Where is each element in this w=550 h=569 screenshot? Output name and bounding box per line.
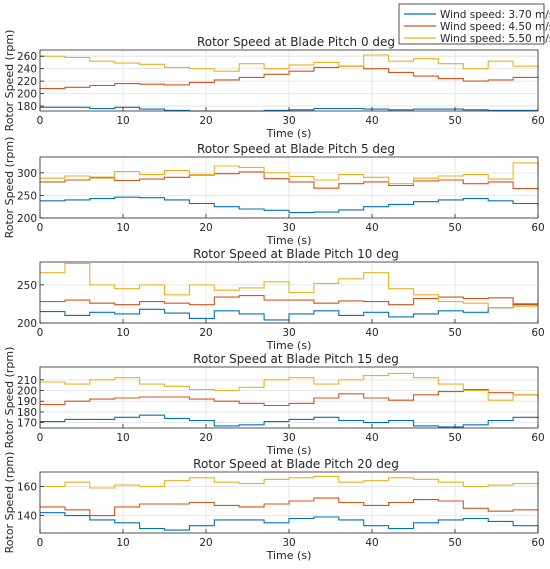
y-tick-label: 170: [17, 418, 37, 430]
subplot-5: 0 10 20 30 40 50 60 140 160 Rotor Speed at Blade …: [3, 452, 545, 562]
x-tick-label: 50: [448, 432, 461, 444]
chart-title: Rotor Speed at Blade Pitch 15 deg: [193, 352, 399, 366]
y-tick-label: 220: [17, 76, 37, 88]
y-tick-label: 180: [17, 407, 37, 419]
series-line-1: [40, 414, 539, 428]
x-tick-label: 40: [365, 432, 378, 444]
chart-title: Rotor Speed at Blade Pitch 10 deg: [193, 247, 399, 261]
y-tick-label: 200: [17, 213, 37, 225]
legend-entry-2: Wind speed: 4.50 m/s: [440, 21, 550, 33]
x-tick-label: 20: [199, 537, 212, 549]
x-axis-label: Time (s): [266, 549, 312, 562]
x-tick-label: 10: [116, 222, 129, 234]
legend-entry-1: Wind speed: 3.70 m/s: [440, 9, 550, 21]
y-tick-label: 210: [17, 375, 37, 387]
x-tick-label: 10: [116, 537, 129, 549]
chart-title: Rotor Speed at Blade Pitch 5 deg: [197, 142, 395, 156]
x-tick-label: 50: [448, 222, 461, 234]
x-tick-label: 30: [282, 222, 295, 234]
x-axis-label: Time (s): [266, 234, 312, 247]
series-line-2: [40, 295, 538, 306]
x-tick-label: 10: [116, 327, 129, 339]
subplot-2: 0 10 20 30 40 50 60 200 250 300 Rotor Speed at Bla…: [3, 137, 545, 247]
x-tick-label: 10: [116, 432, 129, 444]
x-axis-label: Time (s): [266, 444, 312, 457]
x-tick-label: 40: [365, 115, 378, 127]
x-tick-label: 60: [531, 327, 544, 339]
series-line-3: [40, 54, 539, 72]
chart-title: Rotor Speed at Blade Pitch 20 deg: [193, 457, 399, 471]
series-line-2: [40, 497, 538, 517]
x-tick-label: 30: [282, 432, 295, 444]
y-tick-label: 250: [17, 280, 37, 292]
series-line-3: [40, 262, 539, 309]
x-tick-label: 30: [282, 115, 295, 127]
series-line-2: [40, 171, 539, 190]
legend-entry-3: Wind speed: 5.50 m/s: [440, 33, 550, 45]
chart-title: Rotor Speed at Blade Pitch 0 deg: [197, 35, 395, 49]
y-tick-label: 260: [17, 51, 37, 63]
legend-box: [398, 3, 545, 45]
x-axis-label: Time (s): [266, 339, 312, 352]
x-tick-label: 60: [531, 222, 544, 234]
series-line-1: [40, 302, 539, 321]
subplot-3: 0 10 20 30 40 50 60 200 250 Rotor Speed at Blade …: [17, 247, 545, 352]
x-tick-label: 20: [199, 222, 212, 234]
x-tick-label: 60: [531, 537, 544, 549]
x-tick-label: 20: [199, 432, 212, 444]
y-axis-label: Rotor Speed (rpm): [3, 452, 16, 554]
y-tick-label: 300: [17, 168, 37, 180]
x-tick-label: 10: [116, 115, 129, 127]
x-tick-label: 20: [199, 327, 212, 339]
y-tick-label: 200: [17, 386, 37, 398]
x-tick-label: 40: [365, 327, 378, 339]
x-tick-label: 20: [199, 115, 212, 127]
x-tick-label: 60: [531, 115, 544, 127]
series-line-3: [40, 475, 539, 489]
x-tick-label: 30: [282, 537, 295, 549]
y-tick-label: 140: [17, 511, 37, 523]
x-tick-label: 0: [37, 537, 44, 549]
y-tick-label: 250: [17, 190, 37, 202]
y-axis-label: Rotor Speed (rpm): [3, 137, 16, 239]
x-tick-label: 30: [282, 327, 295, 339]
x-tick-label: 0: [37, 115, 44, 127]
y-tick-label: 200: [17, 318, 37, 330]
series-line-1: [40, 196, 539, 214]
x-tick-label: 40: [365, 537, 378, 549]
y-tick-label: 240: [17, 64, 37, 76]
x-tick-label: 40: [365, 222, 378, 234]
y-axis-label: Rotor Speed (rpm): [3, 30, 16, 132]
x-tick-label: 0: [37, 222, 44, 234]
y-tick-label: 160: [17, 482, 37, 494]
x-tick-label: 50: [448, 115, 461, 127]
y-axis-label: Rotor Speed (rpm): [3, 347, 16, 449]
series-line-2: [40, 65, 539, 90]
series-line-1: [40, 512, 539, 532]
x-axis-label: Time (s): [266, 127, 312, 140]
x-tick-label: 60: [531, 432, 544, 444]
series-line-3: [40, 372, 539, 401]
x-tick-label: 50: [448, 327, 461, 339]
y-tick-label: 200: [17, 89, 37, 101]
y-tick-label: 180: [17, 101, 37, 113]
x-tick-label: 0: [37, 432, 44, 444]
series-line-3: [40, 162, 539, 185]
y-tick-label: 190: [17, 396, 37, 408]
x-tick-label: 50: [448, 537, 461, 549]
x-tick-label: 0: [37, 327, 44, 339]
